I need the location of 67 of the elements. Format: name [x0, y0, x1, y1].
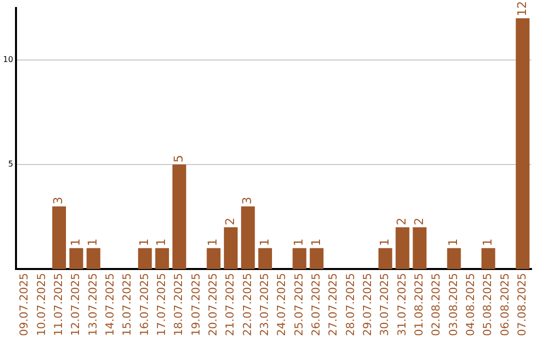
data-label: 1 [308, 238, 323, 246]
data-label: 5 [171, 154, 186, 163]
x-tick-label: 30.07.2025 [378, 273, 392, 336]
x-tick-label: 09.07.2025 [18, 273, 31, 336]
x-tick-label: 02.08.2025 [430, 273, 443, 336]
x-tick-label: 26.07.2025 [309, 273, 322, 336]
x-tick-label: 19.07.2025 [189, 273, 202, 336]
data-label: 1 [377, 238, 392, 246]
data-label: 3 [51, 196, 66, 204]
data-label: 12 [514, 0, 529, 16]
x-tick-label: 01.08.2025 [412, 273, 426, 336]
bar [69, 248, 84, 270]
data-label: 1 [68, 238, 82, 246]
x-tick-label: 28.07.2025 [344, 273, 357, 336]
x-tick-label: 16.07.2025 [138, 273, 151, 336]
data-label: 1 [446, 238, 460, 246]
x-tick-label: 04.08.2025 [464, 273, 478, 336]
x-tick-label: 13.07.2025 [86, 273, 100, 336]
bar [378, 248, 392, 270]
bar [86, 248, 100, 270]
data-label: 2 [222, 218, 237, 226]
x-tick-label: 15.07.2025 [120, 273, 134, 336]
x-tick-label: 17.07.2025 [154, 273, 168, 336]
bar [481, 248, 496, 270]
bar [224, 227, 238, 270]
data-label: 1 [154, 238, 168, 246]
bar [447, 248, 461, 270]
data-label: 2 [394, 218, 409, 226]
bar [412, 227, 427, 270]
x-tick-label: 10.07.2025 [34, 273, 48, 336]
x-tick-label: 20.07.2025 [206, 273, 220, 336]
bar [172, 164, 186, 270]
x-tick-label: 29.07.2025 [361, 273, 374, 336]
x-tick-label: 31.07.2025 [395, 273, 408, 336]
data-label: 1 [292, 238, 306, 246]
bar [52, 206, 66, 270]
x-tick-label: 21.07.2025 [224, 273, 237, 336]
data-label: 1 [480, 238, 494, 246]
x-tick-label: 18.07.2025 [172, 273, 186, 336]
data-label: 1 [86, 238, 100, 246]
data-label: 1 [206, 238, 220, 246]
x-tick-label: 22.07.2025 [240, 273, 254, 336]
bar [292, 248, 306, 270]
bar [516, 18, 530, 270]
x-tick-label: 24.07.2025 [275, 273, 288, 336]
bar [206, 248, 220, 270]
x-tick-label: 06.08.2025 [498, 273, 512, 336]
x-tick-label: 11.07.2025 [52, 273, 65, 336]
data-label: 3 [240, 196, 254, 204]
data-label: 1 [257, 238, 272, 246]
bar [241, 206, 255, 270]
bar [310, 248, 324, 270]
x-tick-label: 03.08.2025 [446, 273, 460, 336]
x-tick-label: 07.08.2025 [516, 273, 529, 336]
data-label: 2 [412, 218, 426, 226]
bar [258, 248, 272, 270]
x-tick-label: 23.07.2025 [258, 273, 271, 336]
x-tick-label: 14.07.2025 [103, 273, 116, 336]
x-tick-label: 27.07.2025 [326, 273, 340, 336]
bar [155, 248, 169, 270]
x-tick-label: 12.07.2025 [69, 273, 82, 336]
data-label: 1 [137, 238, 152, 246]
x-tick-label: 25.07.2025 [292, 273, 306, 336]
y-tick-label: 10 [2, 55, 14, 64]
bar [396, 227, 410, 270]
bar [138, 248, 152, 270]
x-tick-label: 05.08.2025 [481, 273, 494, 336]
